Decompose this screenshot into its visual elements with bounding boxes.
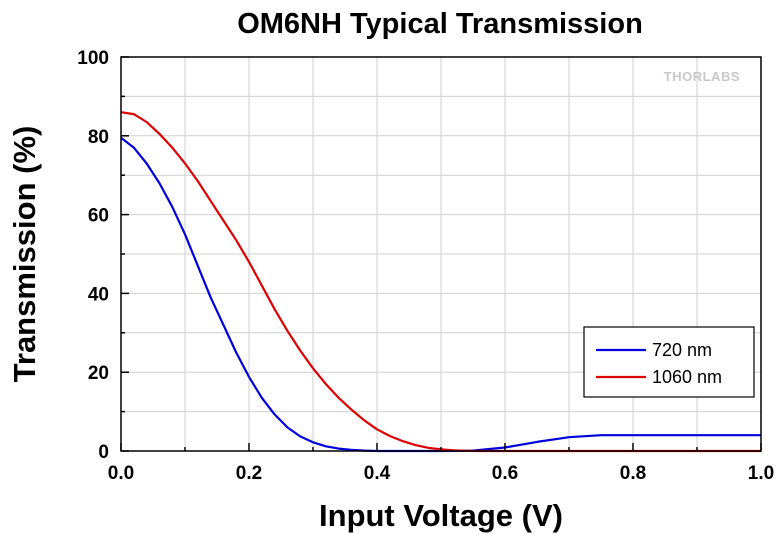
y-tick-label: 100 xyxy=(77,48,109,69)
axis-ticks: 0.0 0.2 0.4 0.6 0.8 1.0 0 20 40 60 80 100 xyxy=(77,48,774,484)
x-tick-label: 0.4 xyxy=(364,463,391,484)
chart-title: OM6NH Typical Transmission xyxy=(237,8,643,40)
y-tick-label: 80 xyxy=(88,127,109,148)
y-tick-label: 20 xyxy=(88,363,109,384)
x-axis-label: Input Voltage (V) xyxy=(319,498,563,533)
thorlabs-logo: THORLABS xyxy=(664,69,740,84)
legend-label-1060nm: 1060 nm xyxy=(652,367,722,387)
transmission-chart: OM6NH Typical Transmission 0.0 0.2 0.4 0.6 0… xyxy=(0,0,780,534)
legend-label-720nm: 720 nm xyxy=(652,340,712,360)
x-tick-label: 0.6 xyxy=(492,463,518,484)
x-tick-label: 0.0 xyxy=(108,463,134,484)
x-tick-label: 0.2 xyxy=(236,463,262,484)
y-tick-label: 40 xyxy=(88,284,109,305)
y-tick-label: 0 xyxy=(98,442,109,463)
y-tick-label: 60 xyxy=(88,206,109,227)
legend: 720 nm 1060 nm xyxy=(584,327,754,397)
x-tick-label: 1.0 xyxy=(748,463,774,484)
y-axis-label: Transmission (%) xyxy=(7,126,42,383)
x-tick-label: 0.8 xyxy=(620,463,646,484)
